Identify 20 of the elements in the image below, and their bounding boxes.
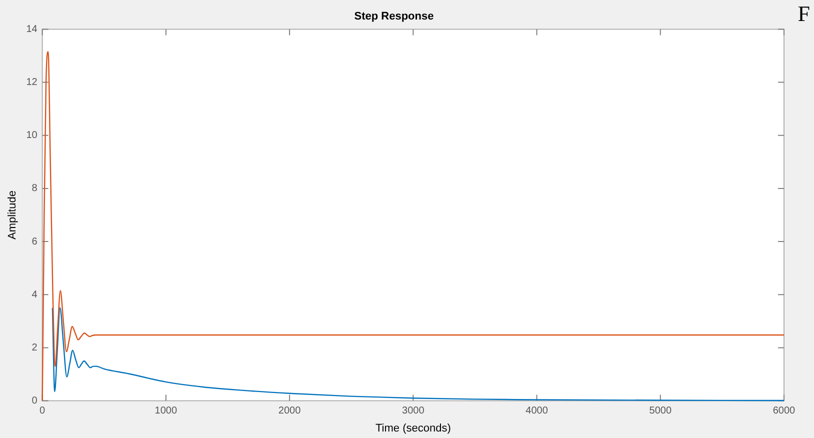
y-tick-label: 10 <box>26 130 38 142</box>
y-tick-label: 6 <box>32 236 38 248</box>
y-tick-label: 14 <box>26 24 38 35</box>
x-tick-label: 1000 <box>154 406 178 417</box>
x-tick-label: 5000 <box>649 406 672 417</box>
x-tick-label: 6000 <box>772 406 796 417</box>
text: F <box>798 0 810 26</box>
x-axis-title: Time (seconds) <box>375 422 451 434</box>
line-series <box>52 307 785 402</box>
x-tick-label: 0 <box>40 406 46 417</box>
x-tick-label: 4000 <box>526 406 548 417</box>
y-tick-label: 4 <box>32 289 38 300</box>
y-tick-label: 0 <box>32 396 38 407</box>
y-tick-label: 8 <box>32 183 38 194</box>
y-tick-label: 12 <box>26 77 38 88</box>
y-axis-title: Amplitude <box>6 190 19 240</box>
y-tick-label: 2 <box>32 342 38 354</box>
x-tick-label: 3000 <box>402 406 425 417</box>
chart-title: Step Response <box>354 10 434 23</box>
x-tick-label: 2000 <box>278 406 302 417</box>
